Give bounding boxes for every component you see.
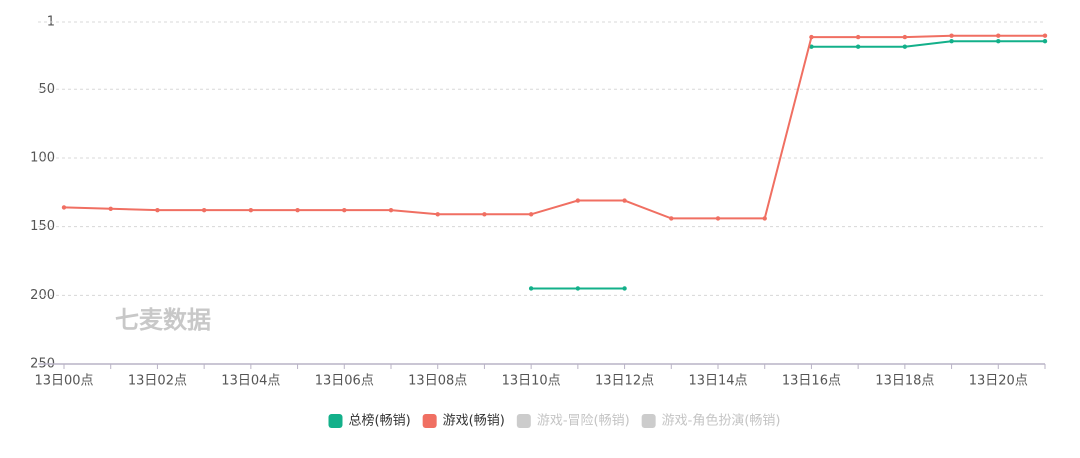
y-tick-label: 200 — [30, 288, 55, 303]
data-point — [715, 216, 721, 221]
legend-item[interactable]: 总榜(畅销) — [328, 413, 411, 429]
data-point — [388, 207, 394, 213]
legend-label[interactable]: 总榜(畅销) — [349, 413, 411, 429]
legend-swatch[interactable] — [328, 414, 343, 428]
data-point — [201, 207, 207, 213]
data-point — [809, 44, 814, 49]
data-point — [809, 34, 814, 40]
x-tick-label: 13日14点 — [688, 374, 747, 389]
data-point — [482, 212, 487, 217]
data-point — [295, 207, 300, 213]
legend-label[interactable]: 游戏-角色扮演(畅销) — [662, 413, 781, 429]
data-point — [622, 286, 627, 291]
data-point — [855, 34, 861, 40]
legend-item[interactable]: 游戏-冒险(畅销) — [516, 414, 630, 429]
data-point — [1042, 33, 1048, 38]
data-point — [622, 198, 627, 203]
data-point — [902, 44, 908, 49]
data-point — [762, 216, 767, 221]
legend-swatch[interactable] — [641, 414, 656, 428]
x-tick-label: 13日12点 — [595, 374, 654, 389]
legend-swatch[interactable] — [422, 414, 437, 428]
x-tick-label: 13日00点 — [34, 374, 93, 389]
data-point — [1042, 39, 1048, 44]
data-point — [575, 198, 581, 203]
data-point — [248, 207, 254, 213]
x-tick-label: 13日08点 — [408, 374, 467, 389]
data-point — [61, 205, 67, 210]
series-line — [63, 34, 1045, 220]
data-point — [902, 34, 908, 40]
legend-item[interactable]: 游戏(畅销) — [422, 414, 505, 429]
data-point — [528, 286, 534, 291]
legend-swatch[interactable] — [516, 414, 531, 428]
legend-label[interactable]: 游戏-冒险(畅销) — [537, 414, 630, 429]
x-tick-label: 13日02点 — [128, 374, 187, 389]
data-point — [855, 44, 861, 49]
data-point — [996, 33, 1001, 38]
watermark: 七麦数据 — [115, 306, 211, 334]
data-point — [669, 216, 674, 221]
data-point — [155, 207, 160, 213]
x-tick-label: 13日20点 — [969, 374, 1028, 389]
y-tick-label: 150 — [30, 219, 55, 234]
y-tick-label: 100 — [30, 150, 55, 165]
legend-label[interactable]: 游戏(畅销) — [443, 414, 505, 429]
x-tick-label: 13日18点 — [875, 374, 934, 389]
x-tick-label: 13日04点 — [221, 374, 280, 389]
series-line — [811, 40, 1045, 48]
data-point — [949, 33, 954, 38]
data-point — [996, 39, 1001, 44]
data-point — [108, 206, 113, 211]
legend-item[interactable]: 游戏-角色扮演(畅销) — [641, 413, 781, 429]
data-point — [342, 207, 347, 213]
x-tick-label: 13日10点 — [502, 374, 561, 389]
data-point — [949, 39, 954, 44]
data-point — [575, 286, 581, 291]
data-point — [435, 212, 440, 217]
x-tick-label: 13日06点 — [315, 374, 374, 389]
x-tick-label: 13日16点 — [782, 374, 841, 389]
data-point — [528, 212, 534, 217]
